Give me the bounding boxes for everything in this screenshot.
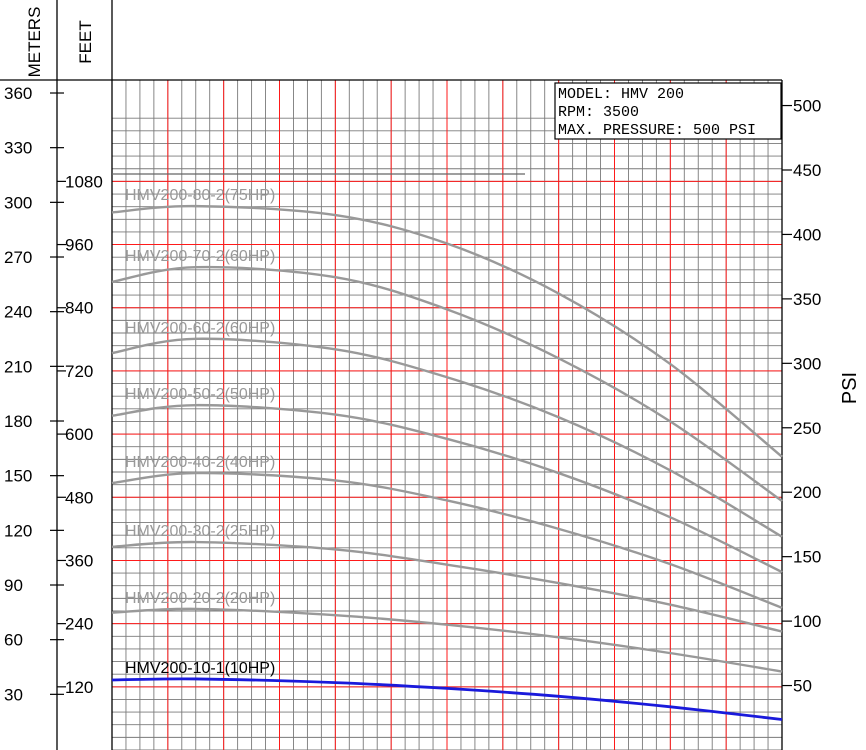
feet-tick-label: 1080 — [65, 172, 103, 191]
series-line — [111, 204, 783, 458]
series-line — [111, 471, 783, 609]
series-line — [111, 403, 783, 574]
series-label: HMV200-40-2(40HP) — [125, 454, 275, 471]
meters-tick-label: 300 — [4, 193, 32, 212]
psi-tick-label: 50 — [793, 677, 812, 696]
info-model: MODEL: HMV 200 — [558, 86, 684, 103]
curve-labels: HMV200-80-2(75HP) HMV200-70-2(60HP) HMV200… — [112, 173, 525, 677]
meters-tick-label: 120 — [4, 521, 32, 540]
meters-tick-label: 240 — [4, 303, 32, 322]
series-label: HMV200-10-1(10HP) — [125, 660, 275, 677]
psi-axis-title: PSI — [839, 372, 861, 404]
feet-tick-label: 600 — [65, 425, 93, 444]
info-max-pressure: MAX. PRESSURE: 500 PSI — [558, 122, 756, 139]
series-label: HMV200-30-2(25HP) — [125, 523, 275, 540]
series-label: HMV200-50-2(50HP) — [125, 386, 275, 403]
meters-tick-label: 180 — [4, 412, 32, 431]
psi-tick-label: 100 — [793, 612, 821, 631]
meters-tick-label: 270 — [4, 248, 32, 267]
feet-tick-label: 840 — [65, 299, 93, 318]
feet-tick-label: 480 — [65, 488, 93, 507]
right-axis-ticks: 50 100 150 200 250 300 350 400 450 500 — [782, 97, 821, 696]
psi-tick-label: 450 — [793, 161, 821, 180]
series-label: HMV200-60-2(60HP) — [125, 320, 275, 337]
psi-tick-label: 250 — [793, 419, 821, 438]
meters-tick-label: 330 — [4, 139, 32, 158]
feet-tick-label: 720 — [65, 362, 93, 381]
chart-frame — [0, 0, 783, 750]
meters-tick-label: 30 — [4, 685, 23, 704]
info-rpm: RPM: 3500 — [558, 104, 639, 121]
feet-tick-label: 360 — [65, 551, 93, 570]
series-line — [111, 337, 783, 538]
psi-tick-label: 300 — [793, 354, 821, 373]
feet-tick-label: 240 — [65, 615, 93, 634]
series-line — [111, 607, 783, 673]
series-label: HMV200-20-2(20HP) — [125, 590, 275, 607]
psi-tick-label: 500 — [793, 97, 821, 116]
series-label: HMV200-70-2(60HP) — [125, 248, 275, 265]
left-axis-ticks: 30 60 90 120 150 180 210 240 270 300 330 360 120 240 3… — [4, 84, 103, 704]
meters-tick-label: 360 — [4, 84, 32, 103]
series-line — [111, 265, 783, 502]
feet-axis-title: FEET — [76, 20, 95, 63]
meters-tick-label: 150 — [4, 467, 32, 486]
psi-tick-label: 150 — [793, 548, 821, 567]
series-line — [111, 677, 783, 721]
curves — [111, 204, 783, 721]
psi-tick-label: 400 — [793, 225, 821, 244]
meters-axis-title: METERS — [25, 7, 44, 78]
feet-tick-label: 120 — [65, 678, 93, 697]
feet-tick-label: 960 — [65, 236, 93, 255]
meters-tick-label: 210 — [4, 357, 32, 376]
series-line — [111, 540, 783, 633]
psi-tick-label: 200 — [793, 483, 821, 502]
psi-tick-label: 350 — [793, 290, 821, 309]
meters-tick-label: 60 — [4, 631, 23, 650]
info-box: MODEL: HMV 200 RPM: 3500 MAX. PRESSURE: … — [554, 82, 782, 140]
meters-tick-label: 90 — [4, 576, 23, 595]
major-grid — [111, 80, 783, 750]
series-label: HMV200-80-2(75HP) — [125, 187, 275, 204]
